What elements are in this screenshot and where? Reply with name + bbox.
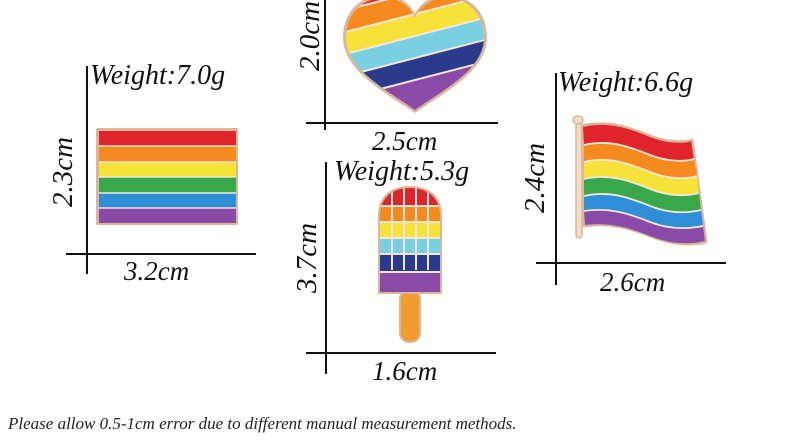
rect-flag-weight: Weight:7.0g	[90, 60, 226, 91]
rainbow-wavy-flag-image	[572, 115, 708, 246]
wave-stripe-red	[583, 124, 694, 161]
pop-stripe-red	[380, 188, 440, 206]
wave-stripe-yellow	[584, 159, 699, 196]
popsicle-width-label: 1.6cm	[372, 356, 438, 386]
wavy-flag-height-label: 2.4cm	[519, 142, 551, 214]
pop-stripe-yellow	[380, 222, 440, 238]
wave-stripe-green	[584, 176, 701, 213]
heart-width-axis	[306, 122, 498, 124]
stripe-purple	[99, 208, 236, 223]
pop-stripe-navy	[380, 254, 440, 272]
wave-stripe-orange	[584, 142, 697, 179]
popsicle-height-axis	[325, 162, 327, 374]
heart-stripe-purple	[346, 58, 484, 110]
rect-flag-width-axis	[66, 253, 256, 255]
stripe-green	[99, 177, 236, 193]
wavy-flag-width-label: 2.6cm	[600, 267, 666, 297]
rect-flag-height-axis	[86, 66, 88, 274]
popsicle-stick	[399, 289, 421, 343]
popsicle-width-axis	[306, 352, 496, 354]
stripe-blue	[99, 193, 236, 208]
wavy-flag-width-axis	[536, 262, 726, 264]
pop-stripe-cyan	[380, 238, 440, 254]
popsicle-height-label: 3.7cm	[291, 222, 323, 294]
rainbow-popsicle-image	[378, 186, 442, 343]
heart-stripe-cyan	[346, 14, 484, 80]
popsicle-weight: Weight:5.3g	[334, 156, 470, 187]
heart-width-label: 2.5cm	[372, 126, 438, 156]
rainbow-heart-image	[343, 0, 487, 113]
heart-height-label: 2.0cm	[294, 0, 326, 72]
rect-flag-width-label: 3.2cm	[124, 256, 190, 286]
measurement-note: Please allow 0.5-1cm error due to differ…	[8, 414, 517, 433]
pop-stripe-orange	[380, 206, 440, 222]
rainbow-rect-flag-image	[96, 128, 238, 225]
heart-stripe-yellow	[346, 0, 484, 58]
pop-stripe-purple	[380, 272, 440, 292]
wave-stripe-blue	[584, 193, 703, 229]
wave-stripe-purple	[584, 209, 705, 244]
stripe-orange	[99, 146, 236, 162]
stripe-yellow	[99, 162, 236, 177]
wavy-flag-weight: Weight:6.6g	[558, 67, 694, 98]
stripe-red	[99, 131, 236, 146]
heart-height-axis	[324, 0, 326, 130]
wavy-flag-height-axis	[555, 73, 557, 285]
rect-flag-height-label: 2.3cm	[47, 136, 79, 208]
